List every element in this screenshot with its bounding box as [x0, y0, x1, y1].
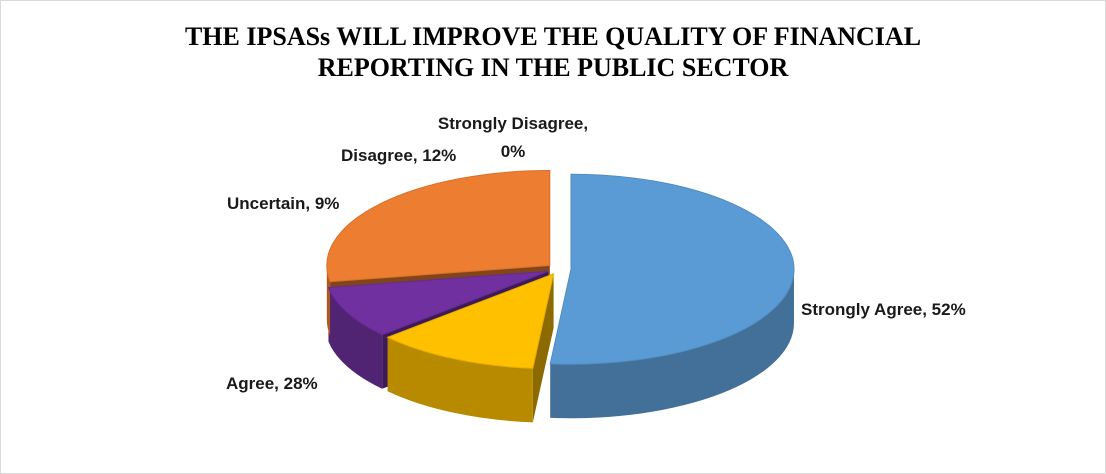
- pie-slice-uncertain: [327, 270, 549, 336]
- pie-slice-disagree: [386, 273, 555, 369]
- pie-slice-side-disagree: [387, 337, 533, 423]
- pie-slice-agree: [326, 170, 551, 283]
- pie-slice-side-agree: [326, 265, 331, 336]
- data-label-agree: Agree, 28%: [226, 374, 318, 393]
- data-label-uncertain: Uncertain, 9%: [227, 194, 339, 213]
- pie-slice-strongly-agree: [549, 173, 795, 365]
- pie-slice-side-strongly-agree: [550, 269, 794, 419]
- data-label-strongly-agree: Strongly Agree, 52%: [801, 300, 966, 319]
- pie-slice-tops: [326, 170, 795, 369]
- chart-title-line-2: REPORTING IN THE PUBLIC SECTOR: [317, 53, 789, 82]
- chart-title-line-1: THE IPSASs WILL IMPROVE THE QUALITY OF F…: [184, 22, 922, 51]
- pie-slice-side-uncertain: [328, 287, 383, 389]
- chart-title: THE IPSASs WILL IMPROVE THE QUALITY OF F…: [1, 21, 1105, 83]
- data-label-disagree: Disagree, 12%: [341, 146, 456, 165]
- pie-data-labels: Strongly Agree, 52% Strongly Disagree, 0…: [226, 114, 966, 393]
- data-label-strongly-disagree-line-2: 0%: [501, 142, 526, 161]
- data-label-strongly-disagree-line-1: Strongly Disagree,: [438, 114, 588, 133]
- pie-slice-cut-face-disagree: [532, 273, 554, 423]
